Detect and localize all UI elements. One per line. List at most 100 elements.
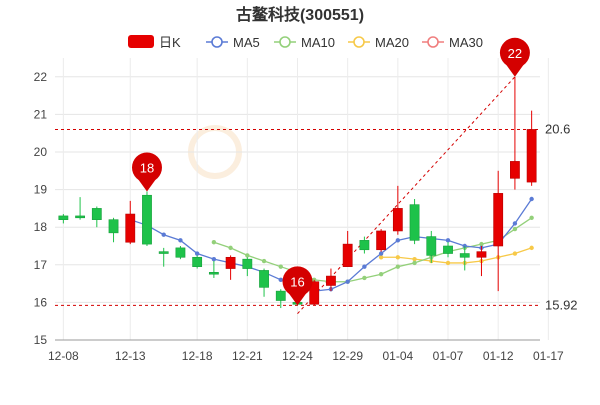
candle (242, 257, 253, 277)
legend-ma-marker (353, 36, 365, 48)
legend-label: MA20 (375, 35, 409, 50)
y-tick-label: 18 (34, 220, 48, 234)
y-tick-label: 21 (34, 107, 48, 121)
candle-body (309, 281, 320, 305)
x-tick-label: 12-13 (115, 349, 146, 363)
legend-label: MA5 (233, 35, 260, 50)
ma5-point (378, 251, 384, 256)
y-tick-label: 17 (34, 258, 48, 272)
candle-body (158, 251, 169, 254)
ma10-point (479, 241, 484, 247)
candle-body (526, 129, 537, 183)
candle (459, 246, 470, 271)
ma10-point (395, 264, 401, 269)
legend-label: 日K (159, 35, 181, 50)
candle-body (208, 272, 219, 275)
marker-pin: 18 (131, 152, 162, 192)
legend-item-ma5: MA5 (206, 35, 260, 50)
candle-body (342, 243, 353, 267)
legend-item-ma20: MA20 (348, 35, 409, 50)
legend-item-ma10: MA10 (274, 35, 335, 50)
x-tick-label: 01-17 (533, 349, 564, 363)
candle (510, 76, 520, 190)
y-tick-label: 19 (34, 183, 48, 197)
ma5-point (529, 196, 534, 202)
ma20-line (381, 247, 532, 264)
legend-ma-marker (211, 36, 223, 48)
candle-body (476, 251, 487, 258)
candle-body (493, 193, 504, 247)
candle-body (459, 253, 470, 258)
y-tick-label: 15 (34, 333, 48, 347)
ma10-point (211, 240, 217, 245)
ma10-point (228, 245, 233, 251)
ma10-point (312, 277, 317, 283)
ma5-point (512, 221, 518, 226)
candle (493, 170, 504, 292)
ma10-line (213, 217, 533, 283)
candle-body (175, 247, 186, 258)
ma5-point (445, 238, 451, 243)
candle (376, 229, 387, 252)
legend-ma-marker (427, 36, 439, 48)
marker-pin-label: 22 (508, 46, 522, 61)
ma20-point (529, 245, 534, 251)
candle (476, 246, 487, 277)
legend-item-ma30: MA30 (422, 35, 483, 50)
candle (91, 206, 102, 228)
ma10-point (362, 275, 367, 281)
ma20-point (412, 256, 417, 262)
ma10-point (378, 272, 384, 277)
ma10-point (529, 215, 534, 220)
ma20-point (445, 260, 451, 266)
y-tick-label: 20 (34, 145, 48, 159)
x-tick-label: 12-24 (282, 349, 313, 363)
candle (526, 110, 537, 186)
candle (75, 197, 85, 220)
candle-body (108, 219, 119, 234)
x-tick-label: 12-21 (232, 349, 263, 363)
ma10-point (412, 260, 417, 266)
x-tick-label: 12-08 (48, 349, 79, 363)
candle-body (75, 215, 85, 219)
candle (192, 255, 203, 269)
candle (259, 268, 269, 297)
candle-body (242, 258, 253, 269)
legend-label: MA10 (301, 35, 335, 50)
ma10-point (512, 226, 518, 232)
candle-body (443, 245, 453, 254)
ma5-point (345, 279, 350, 284)
candle (108, 217, 119, 243)
ma10-point (261, 258, 267, 264)
candle-body (392, 208, 403, 232)
candle-body (409, 204, 420, 241)
candle (309, 279, 320, 306)
reference-line-label: 15.92 (545, 297, 578, 312)
marker-pin-head (499, 37, 530, 68)
candle-body (275, 290, 286, 301)
candle (175, 246, 186, 260)
chart-title: 古鳌科技(300551) (236, 5, 364, 24)
y-tick-label: 22 (34, 70, 48, 84)
candle-body (125, 213, 136, 243)
legend-item-k: 日K (128, 35, 181, 50)
candle (409, 199, 420, 245)
candle-body (58, 215, 69, 220)
marker-pin-label: 18 (140, 160, 154, 175)
ma20-point (395, 255, 401, 260)
ma5-point (178, 238, 183, 243)
candle-body (376, 230, 387, 251)
legend-ma-marker (279, 36, 291, 48)
candle-body (359, 240, 370, 251)
legend-label: MA30 (449, 35, 483, 50)
reference-line-label: 20.6 (545, 121, 570, 136)
marker-pin: 22 (499, 37, 530, 77)
ma5-point (278, 277, 283, 283)
ma20-point (512, 251, 518, 256)
ma10-point (278, 264, 283, 269)
candle (125, 200, 136, 245)
ma5-point (395, 238, 401, 243)
legend-candle-swatch (128, 35, 154, 48)
x-tick-label: 01-04 (382, 349, 413, 363)
